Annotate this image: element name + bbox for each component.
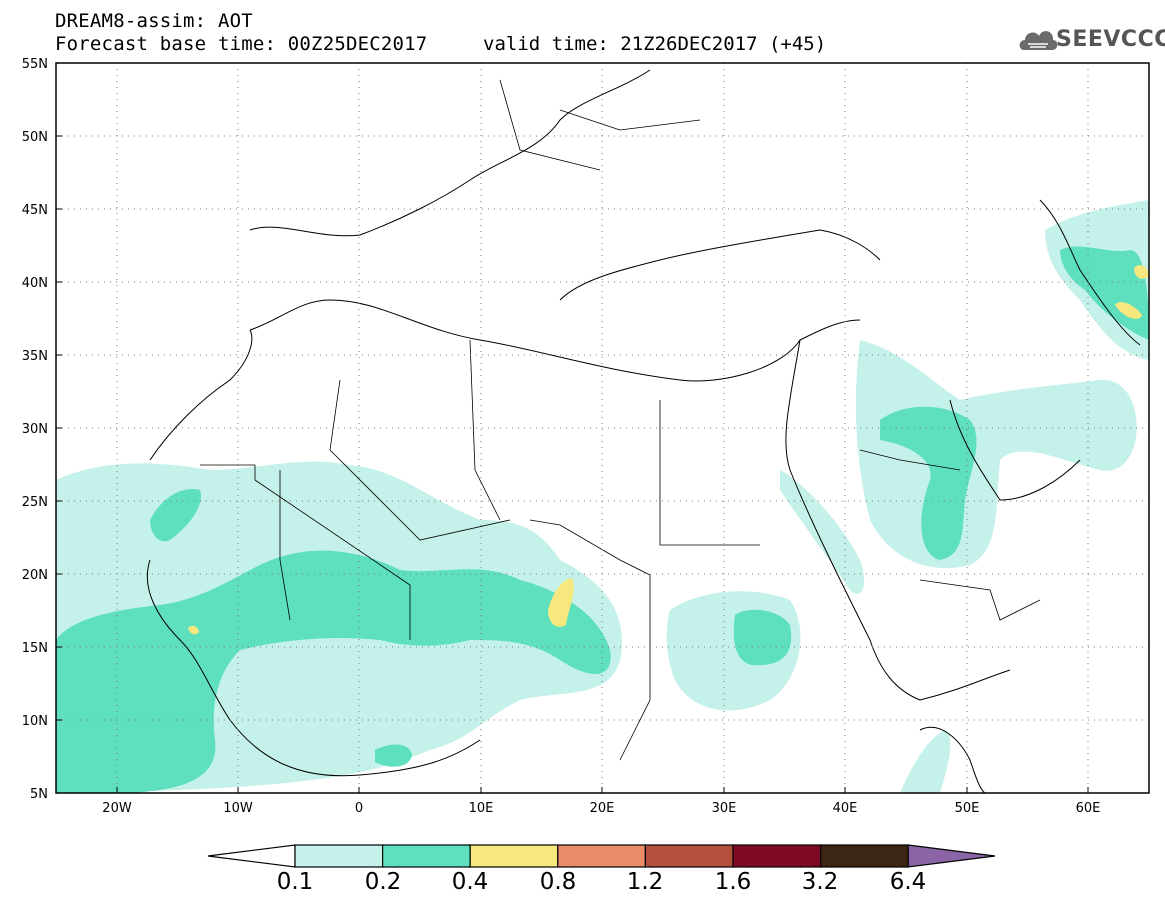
lon-label: 10E (469, 801, 494, 816)
colorbar-label: 6.4 (889, 869, 927, 895)
lon-label: 20W (102, 801, 132, 816)
colorbar-box (644, 844, 734, 868)
colorbar (207, 844, 996, 868)
aot-band-light-horn (900, 730, 951, 793)
aot-band-high-caspian-a (1115, 302, 1142, 319)
colorbar-box (732, 844, 822, 868)
aot-band-high-senegal (188, 625, 199, 635)
colorbar-box (819, 844, 909, 868)
forecast-base-time: Forecast base time: 00Z25DEC2017 (55, 33, 428, 55)
aot-band-medium-sahel (56, 550, 611, 793)
lat-label: 40N (22, 276, 48, 291)
colorbar-box (557, 844, 646, 868)
aot-band-light-redsea (780, 470, 865, 594)
lat-label: 50N (22, 130, 48, 145)
aot-contours (56, 200, 1149, 793)
colorbar-box (469, 844, 559, 868)
lat-label: 10N (22, 714, 48, 729)
seevccc-logo (1018, 22, 1158, 58)
coastlines (146, 69, 1141, 793)
valid-time: valid time: 21Z26DEC2017 (+45) (483, 33, 827, 55)
lat-label: 45N (22, 203, 48, 218)
colorbar-label: 1.6 (714, 869, 752, 895)
logo-text: SEEVCCC (1056, 27, 1165, 52)
colorbar-label: 3.2 (801, 869, 839, 895)
aot-band-medium-westsahara (150, 489, 201, 542)
lon-label: 0 (355, 801, 363, 816)
axis-tick-marks (56, 62, 1089, 794)
colorbar-label: 0.1 (276, 869, 314, 895)
colorbar-under-arrow (207, 844, 296, 868)
graticule (56, 63, 1149, 793)
lat-label: 20N (22, 568, 48, 583)
lon-label: 60E (1076, 801, 1101, 816)
map-title: DREAM8-assim: AOT (55, 10, 253, 32)
colorbar-label: 0.4 (451, 869, 489, 895)
aot-band-high-chad (548, 578, 574, 627)
latitude-labels: 55N 50N 45N 40N 35N 30N 25N 20N 15N 10N … (22, 57, 48, 802)
colorbar-label: 1.2 (626, 869, 664, 895)
colorbar-over-arrow (907, 844, 996, 868)
aot-band-medium-caspian (1060, 246, 1149, 340)
lat-label: 25N (22, 495, 48, 510)
lon-label: 20E (590, 801, 615, 816)
lon-label: 30E (712, 801, 737, 816)
lon-label: 40E (833, 801, 858, 816)
lat-label: 15N (22, 641, 48, 656)
lat-label: 30N (22, 422, 48, 437)
lat-label: 35N (22, 349, 48, 364)
colorbar-box (294, 844, 384, 868)
colorbar-label: 0.8 (539, 869, 577, 895)
longitude-labels: 20W 10W 0 10E 20E 30E 40E 50E 60E (102, 801, 1100, 816)
lon-label: 10W (223, 801, 253, 816)
aot-band-high-caspian-b (1134, 265, 1149, 279)
lon-label: 50E (955, 801, 980, 816)
aot-band-medium-sudan (733, 609, 792, 666)
aot-band-medium-guinea (375, 744, 412, 767)
lat-label: 5N (30, 787, 48, 802)
cloud-icon (1019, 31, 1058, 50)
lat-label: 55N (22, 57, 48, 72)
aot-band-medium-arabia (880, 406, 977, 560)
colorbar-label: 0.2 (364, 869, 402, 895)
colorbar-box (382, 844, 471, 868)
country-borders (200, 79, 1041, 761)
